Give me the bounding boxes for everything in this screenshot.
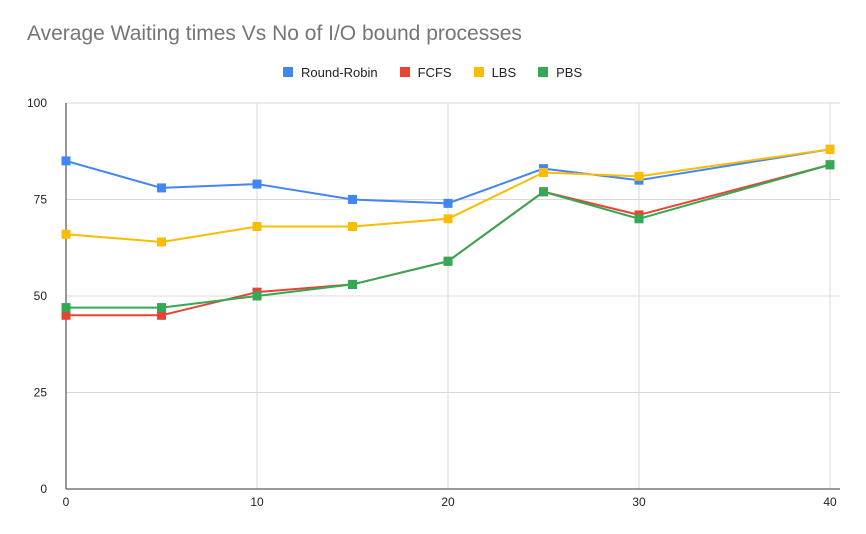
data-point-lbs xyxy=(634,171,644,181)
legend-swatch-round-robin xyxy=(283,67,293,77)
legend-label-round-robin: Round-Robin xyxy=(301,64,378,80)
data-point-lbs xyxy=(825,144,835,154)
x-tick-label: 20 xyxy=(441,495,455,509)
y-tick-label: 25 xyxy=(34,386,48,400)
legend: Round-Robin FCFS LBS PBS xyxy=(283,63,604,81)
y-tick-label: 0 xyxy=(40,482,47,496)
legend-swatch-lbs xyxy=(473,67,484,77)
data-point-pbs xyxy=(157,303,166,313)
series-line-round-robin xyxy=(65,148,831,205)
y-tick-label: 50 xyxy=(34,289,48,303)
legend-swatch-fcfs xyxy=(399,67,410,77)
legend-item-round-robin[interactable]: Round-Robin xyxy=(283,65,378,80)
data-point-fcfs xyxy=(157,310,166,320)
data-point-round-robin xyxy=(348,195,357,204)
legend-label-pbs: PBS xyxy=(556,64,583,80)
legend-item-lbs[interactable]: LBS xyxy=(473,64,517,80)
data-point-round-robin xyxy=(443,198,453,208)
legend-item-pbs[interactable]: PBS xyxy=(538,65,582,80)
data-point-lbs xyxy=(61,229,71,239)
y-tick-label: 100 xyxy=(27,96,47,110)
series-line-pbs xyxy=(66,163,831,309)
data-point-lbs xyxy=(252,222,262,232)
data-point-round-robin xyxy=(61,156,71,166)
data-point-pbs xyxy=(348,279,357,289)
y-tick-label: 75 xyxy=(34,193,48,207)
data-point-lbs xyxy=(443,214,453,224)
data-point-pbs xyxy=(252,291,262,301)
data-point-fcfs xyxy=(61,310,71,320)
chart-title: Average Waiting times Vs No of I/O bound… xyxy=(27,22,522,45)
x-tick-label: 40 xyxy=(823,495,837,509)
data-point-round-robin xyxy=(252,179,262,189)
data-point-pbs xyxy=(634,214,644,224)
legend-item-fcfs[interactable]: FCFS xyxy=(399,64,452,80)
x-tick-label: 30 xyxy=(632,495,646,509)
x-tick-label: 0 xyxy=(63,495,70,509)
legend-swatch-pbs xyxy=(538,67,549,77)
legend-label-fcfs: FCFS xyxy=(417,64,452,80)
data-point-pbs xyxy=(825,160,835,170)
legend-label-lbs: LBS xyxy=(491,64,517,80)
x-tick-label: 10 xyxy=(250,495,264,509)
data-point-pbs xyxy=(61,303,71,313)
data-point-pbs xyxy=(539,187,548,197)
data-point-lbs xyxy=(157,237,166,247)
data-point-round-robin xyxy=(157,183,166,193)
data-point-pbs xyxy=(443,256,453,266)
series-line-lbs xyxy=(65,148,831,243)
data-point-lbs xyxy=(348,222,357,232)
data-point-lbs xyxy=(539,167,548,177)
